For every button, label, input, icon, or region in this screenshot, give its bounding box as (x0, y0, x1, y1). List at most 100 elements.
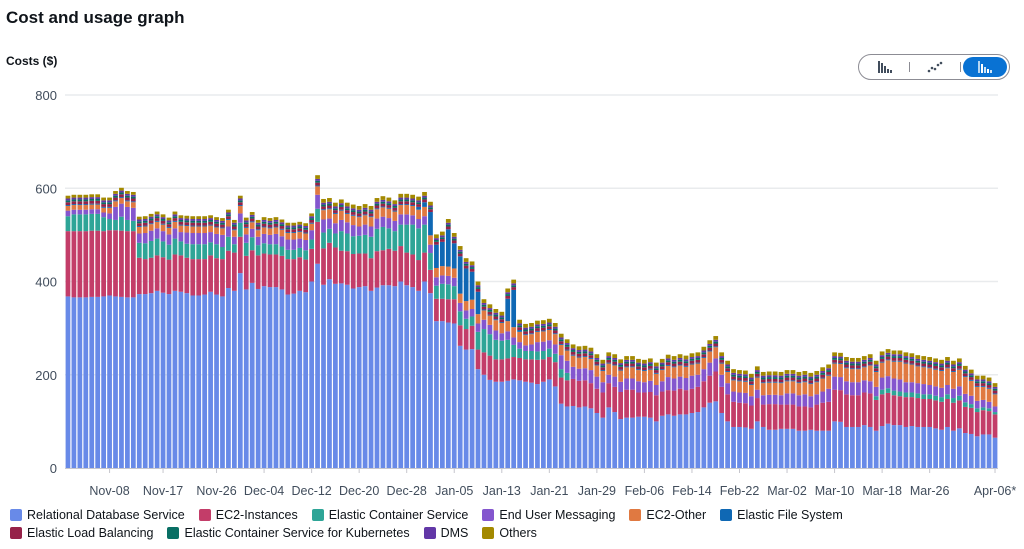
bar-segment[interactable] (77, 197, 83, 200)
bar-segment[interactable] (921, 366, 927, 368)
bar-segment[interactable] (760, 371, 766, 376)
bar-stack[interactable] (766, 371, 772, 468)
bar-segment[interactable] (754, 371, 760, 374)
bar-segment[interactable] (873, 368, 879, 372)
bar-segment[interactable] (279, 228, 285, 230)
bar-segment[interactable] (344, 284, 350, 468)
bar-segment[interactable] (142, 243, 148, 260)
bar-segment[interactable] (945, 367, 950, 369)
bar-segment[interactable] (778, 371, 784, 376)
bar-segment[interactable] (321, 219, 326, 233)
bar-segment[interactable] (879, 355, 885, 358)
bar-segment[interactable] (487, 304, 493, 309)
bar-segment[interactable] (642, 416, 647, 468)
bar-segment[interactable] (475, 349, 481, 370)
bar-segment[interactable] (434, 298, 439, 322)
bar-segment[interactable] (558, 403, 564, 468)
bar-segment[interactable] (107, 202, 112, 205)
bar-segment[interactable] (968, 377, 974, 380)
bar-segment[interactable] (665, 358, 671, 361)
bar-segment[interactable] (737, 402, 742, 427)
bar-stack[interactable] (968, 369, 974, 468)
bar-segment[interactable] (962, 433, 968, 468)
bar-segment[interactable] (392, 211, 398, 221)
bar-segment[interactable] (291, 227, 297, 230)
bar-segment[interactable] (713, 371, 719, 402)
bar-segment[interactable] (749, 396, 754, 406)
bar-segment[interactable] (558, 343, 564, 345)
bar-segment[interactable] (749, 385, 754, 397)
bar-segment[interactable] (338, 231, 344, 251)
bar-segment[interactable] (529, 333, 534, 335)
bar-segment[interactable] (541, 325, 546, 328)
bar-segment[interactable] (410, 200, 416, 203)
bar-segment[interactable] (130, 231, 136, 298)
bar-segment[interactable] (695, 357, 701, 360)
bar-segment[interactable] (202, 219, 208, 221)
bar-segment[interactable] (992, 414, 998, 438)
bar-segment[interactable] (487, 334, 493, 356)
bar-segment[interactable] (844, 426, 849, 468)
bar-stack[interactable] (107, 197, 112, 468)
bar-segment[interactable] (327, 205, 332, 209)
bar-segment[interactable] (618, 369, 624, 371)
bar-segment[interactable] (784, 370, 790, 374)
bar-segment[interactable] (184, 220, 190, 223)
bar-segment[interactable] (95, 203, 101, 205)
bar-segment[interactable] (249, 212, 255, 215)
bar-segment[interactable] (945, 399, 950, 427)
bar-segment[interactable] (933, 362, 938, 365)
bar-segment[interactable] (469, 267, 475, 269)
bar-segment[interactable] (243, 224, 249, 227)
bar-segment[interactable] (410, 205, 416, 216)
bar-segment[interactable] (535, 384, 540, 468)
bar-segment[interactable] (814, 430, 820, 468)
bar-stack[interactable] (891, 350, 897, 469)
bar-stack[interactable] (600, 359, 606, 468)
bar-segment[interactable] (267, 254, 273, 288)
bar-segment[interactable] (368, 258, 374, 291)
bar-segment[interactable] (927, 385, 933, 395)
bar-segment[interactable] (760, 377, 766, 380)
bar-segment[interactable] (766, 382, 772, 395)
bar-segment[interactable] (220, 227, 225, 229)
bar-segment[interactable] (992, 394, 998, 407)
bar-segment[interactable] (77, 209, 83, 215)
bar-stack[interactable] (202, 216, 208, 468)
bar-segment[interactable] (523, 359, 528, 382)
bar-segment[interactable] (677, 364, 683, 366)
bar-segment[interactable] (624, 367, 629, 379)
bar-segment[interactable] (434, 234, 439, 239)
bar-segment[interactable] (499, 315, 505, 318)
bar-segment[interactable] (95, 230, 101, 297)
bar-segment[interactable] (172, 228, 178, 239)
bar-segment[interactable] (398, 246, 404, 282)
bar-segment[interactable] (65, 205, 71, 211)
bar-stack[interactable] (101, 197, 106, 468)
bar-segment[interactable] (356, 235, 362, 254)
bar-segment[interactable] (380, 196, 386, 200)
bar-segment[interactable] (285, 239, 291, 250)
bar-segment[interactable] (624, 389, 629, 418)
bar-segment[interactable] (327, 218, 332, 229)
bar-segment[interactable] (909, 357, 915, 359)
bar-segment[interactable] (196, 225, 202, 227)
bar-segment[interactable] (279, 226, 285, 229)
bar-segment[interactable] (422, 224, 427, 253)
bar-segment[interactable] (386, 248, 392, 286)
bar-segment[interactable] (992, 390, 998, 394)
bar-segment[interactable] (921, 356, 927, 360)
bar-segment[interactable] (184, 215, 190, 219)
bar-segment[interactable] (130, 194, 136, 197)
bar-segment[interactable] (148, 257, 154, 294)
bar-segment[interactable] (529, 323, 534, 327)
bar-segment[interactable] (855, 395, 861, 427)
bar-segment[interactable] (790, 380, 796, 382)
bar-segment[interactable] (612, 357, 618, 360)
bar-segment[interactable] (927, 368, 933, 386)
bar-segment[interactable] (404, 285, 410, 468)
bar-stack[interactable] (576, 346, 582, 468)
bar-segment[interactable] (505, 298, 511, 322)
bar-segment[interactable] (945, 426, 950, 468)
bar-segment[interactable] (160, 223, 166, 225)
